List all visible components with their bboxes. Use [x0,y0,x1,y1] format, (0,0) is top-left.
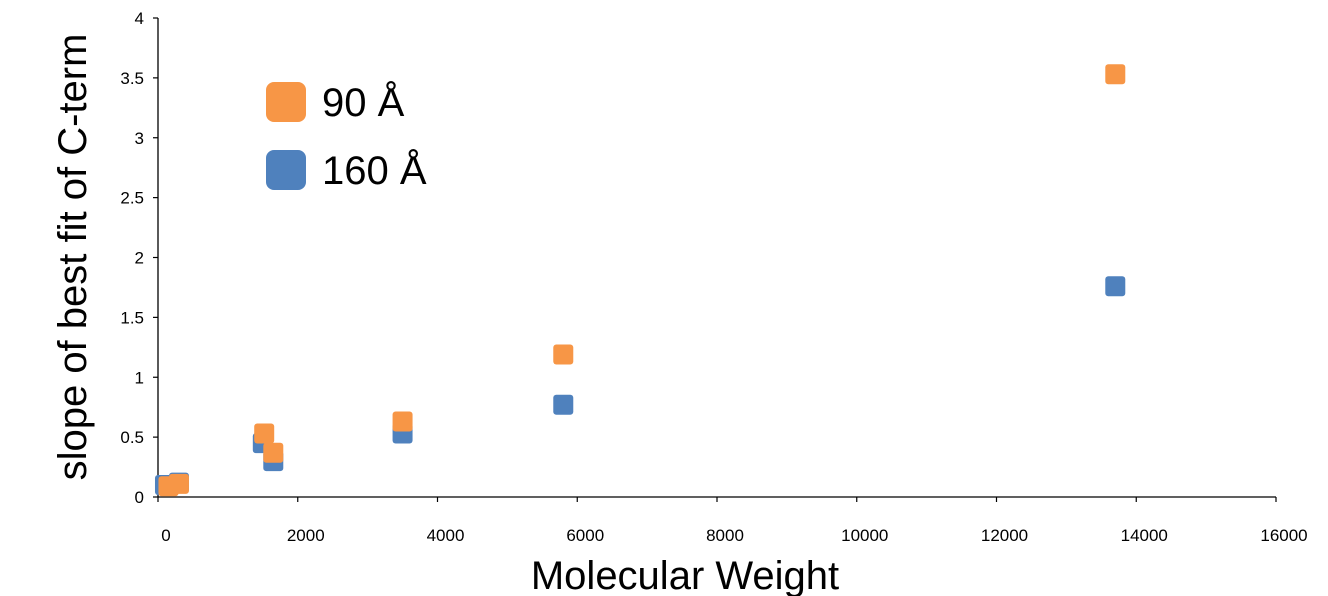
legend-swatch [266,150,306,190]
data-point [1105,276,1126,297]
data-point [553,344,574,365]
x-tick-label: 0 [161,526,170,545]
y-axis-title: slope of best fit of C-term [51,34,95,481]
data-point [392,411,413,432]
y-tick-label: 1 [135,368,144,387]
x-tick-label: 14000 [1121,526,1168,545]
legend-label: 160 Å [322,148,427,193]
legend-item: 90 Å [266,80,405,125]
x-tick-label: 12000 [981,526,1028,545]
data-point [263,442,284,463]
legend-swatch [266,82,306,122]
legend: 90 Å 160 Å [266,80,427,193]
series-0 [154,276,1126,496]
x-axis-title: Molecular Weight [531,554,839,596]
data-point [1105,64,1126,85]
x-tick-label: 10000 [841,526,888,545]
y-tick-label: 3.5 [120,69,144,88]
data-point [254,423,275,444]
y-tick-label: 2 [135,249,144,268]
y-tick-label: 3 [135,129,144,148]
data-point [553,394,574,415]
axes: 0 0.5 1 1.5 2 2.5 3 3.5 4 0 2000 4000 6000 8000 10000 1… [120,9,1307,545]
x-tick-label: 4000 [427,526,465,545]
series-1 [158,64,1126,497]
data-points [154,64,1126,497]
data-point [168,473,189,494]
legend-label: 90 Å [322,80,405,125]
x-tick-label: 2000 [287,526,325,545]
x-tick-label: 6000 [566,526,604,545]
x-tick-label: 8000 [706,526,744,545]
x-tick-label: 16000 [1260,526,1307,545]
y-tick-label: 1.5 [120,308,144,327]
y-tick-label: 0 [135,488,144,507]
y-tick-label: 4 [135,9,144,28]
y-tick-label: 0.5 [120,428,144,447]
y-tick-label: 2.5 [120,189,144,208]
legend-item: 160 Å [266,148,427,193]
